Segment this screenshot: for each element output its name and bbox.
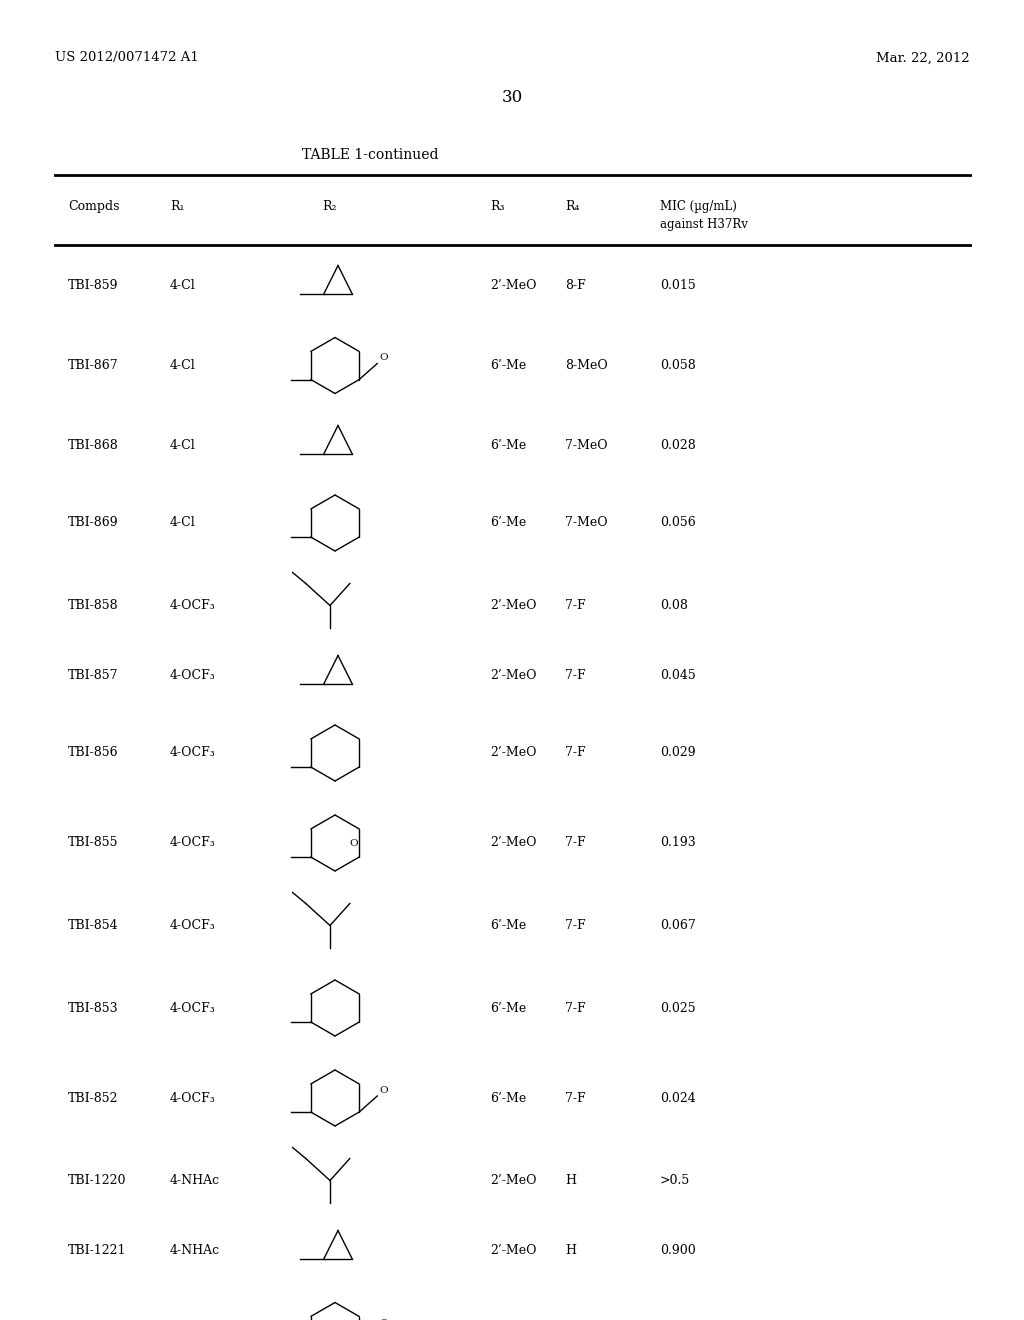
Text: 4-Cl: 4-Cl — [170, 279, 196, 292]
Text: TBI-869: TBI-869 — [68, 516, 119, 529]
Text: TBI-852: TBI-852 — [68, 1092, 119, 1105]
Text: 0.029: 0.029 — [660, 747, 695, 759]
Text: O: O — [379, 1086, 388, 1096]
Text: TBI-856: TBI-856 — [68, 747, 119, 759]
Text: MIC (µg/mL)
against H37Rv: MIC (µg/mL) against H37Rv — [660, 201, 748, 231]
Text: 4-OCF₃: 4-OCF₃ — [170, 919, 216, 932]
Text: 8-F: 8-F — [565, 279, 586, 292]
Text: 4-OCF₃: 4-OCF₃ — [170, 669, 216, 682]
Text: 0.045: 0.045 — [660, 669, 695, 682]
Text: 4-OCF₃: 4-OCF₃ — [170, 1092, 216, 1105]
Text: 0.193: 0.193 — [660, 837, 695, 850]
Text: O: O — [379, 1319, 388, 1320]
Text: 0.028: 0.028 — [660, 440, 695, 451]
Text: TBI-857: TBI-857 — [68, 669, 119, 682]
Text: TBI-853: TBI-853 — [68, 1002, 119, 1015]
Text: 7-F: 7-F — [565, 669, 586, 682]
Text: 0.015: 0.015 — [660, 279, 695, 292]
Text: O: O — [349, 838, 357, 847]
Text: 2’-MeO: 2’-MeO — [490, 837, 537, 850]
Text: TBI-854: TBI-854 — [68, 919, 119, 932]
Text: 4-Cl: 4-Cl — [170, 440, 196, 451]
Text: 0.025: 0.025 — [660, 1002, 695, 1015]
Text: TBI-1220: TBI-1220 — [68, 1173, 127, 1187]
Text: 6’-Me: 6’-Me — [490, 440, 526, 451]
Text: 4-NHAc: 4-NHAc — [170, 1243, 220, 1257]
Text: 4-Cl: 4-Cl — [170, 359, 196, 372]
Text: 7-F: 7-F — [565, 747, 586, 759]
Text: 7-MeO: 7-MeO — [565, 440, 607, 451]
Text: 6’-Me: 6’-Me — [490, 1002, 526, 1015]
Text: 0.900: 0.900 — [660, 1243, 695, 1257]
Text: 0.08: 0.08 — [660, 599, 688, 612]
Text: 7-F: 7-F — [565, 919, 586, 932]
Text: R₁: R₁ — [170, 201, 184, 213]
Text: 2’-MeO: 2’-MeO — [490, 1243, 537, 1257]
Text: 4-OCF₃: 4-OCF₃ — [170, 747, 216, 759]
Text: TBI-867: TBI-867 — [68, 359, 119, 372]
Text: 30: 30 — [502, 90, 522, 107]
Text: Mar. 22, 2012: Mar. 22, 2012 — [877, 51, 970, 65]
Text: Compds: Compds — [68, 201, 120, 213]
Text: 2’-MeO: 2’-MeO — [490, 1173, 537, 1187]
Text: 4-OCF₃: 4-OCF₃ — [170, 1002, 216, 1015]
Text: R₃: R₃ — [490, 201, 505, 213]
Text: TBI-858: TBI-858 — [68, 599, 119, 612]
Text: 2’-MeO: 2’-MeO — [490, 279, 537, 292]
Text: H: H — [565, 1243, 575, 1257]
Text: 4-OCF₃: 4-OCF₃ — [170, 599, 216, 612]
Text: 7-F: 7-F — [565, 1092, 586, 1105]
Text: US 2012/0071472 A1: US 2012/0071472 A1 — [55, 51, 199, 65]
Text: 0.056: 0.056 — [660, 516, 695, 529]
Text: 0.024: 0.024 — [660, 1092, 695, 1105]
Text: 2’-MeO: 2’-MeO — [490, 669, 537, 682]
Text: 0.067: 0.067 — [660, 919, 695, 932]
Text: 4-Cl: 4-Cl — [170, 516, 196, 529]
Text: TBI-859: TBI-859 — [68, 279, 119, 292]
Text: 6’-Me: 6’-Me — [490, 919, 526, 932]
Text: 6’-Me: 6’-Me — [490, 359, 526, 372]
Text: 6’-Me: 6’-Me — [490, 516, 526, 529]
Text: R₂: R₂ — [323, 201, 337, 213]
Text: H: H — [565, 1173, 575, 1187]
Text: TBI-868: TBI-868 — [68, 440, 119, 451]
Text: 8-MeO: 8-MeO — [565, 359, 608, 372]
Text: 4-OCF₃: 4-OCF₃ — [170, 837, 216, 850]
Text: TBI-855: TBI-855 — [68, 837, 119, 850]
Text: 2’-MeO: 2’-MeO — [490, 747, 537, 759]
Text: TABLE 1-continued: TABLE 1-continued — [302, 148, 438, 162]
Text: 0.058: 0.058 — [660, 359, 695, 372]
Text: 7-F: 7-F — [565, 837, 586, 850]
Text: R₄: R₄ — [565, 201, 580, 213]
Text: >0.5: >0.5 — [660, 1173, 690, 1187]
Text: 7-MeO: 7-MeO — [565, 516, 607, 529]
Text: 4-NHAc: 4-NHAc — [170, 1173, 220, 1187]
Text: O: O — [379, 354, 388, 363]
Text: 6’-Me: 6’-Me — [490, 1092, 526, 1105]
Text: TBI-1221: TBI-1221 — [68, 1243, 127, 1257]
Text: 7-F: 7-F — [565, 1002, 586, 1015]
Text: 2’-MeO: 2’-MeO — [490, 599, 537, 612]
Text: 7-F: 7-F — [565, 599, 586, 612]
